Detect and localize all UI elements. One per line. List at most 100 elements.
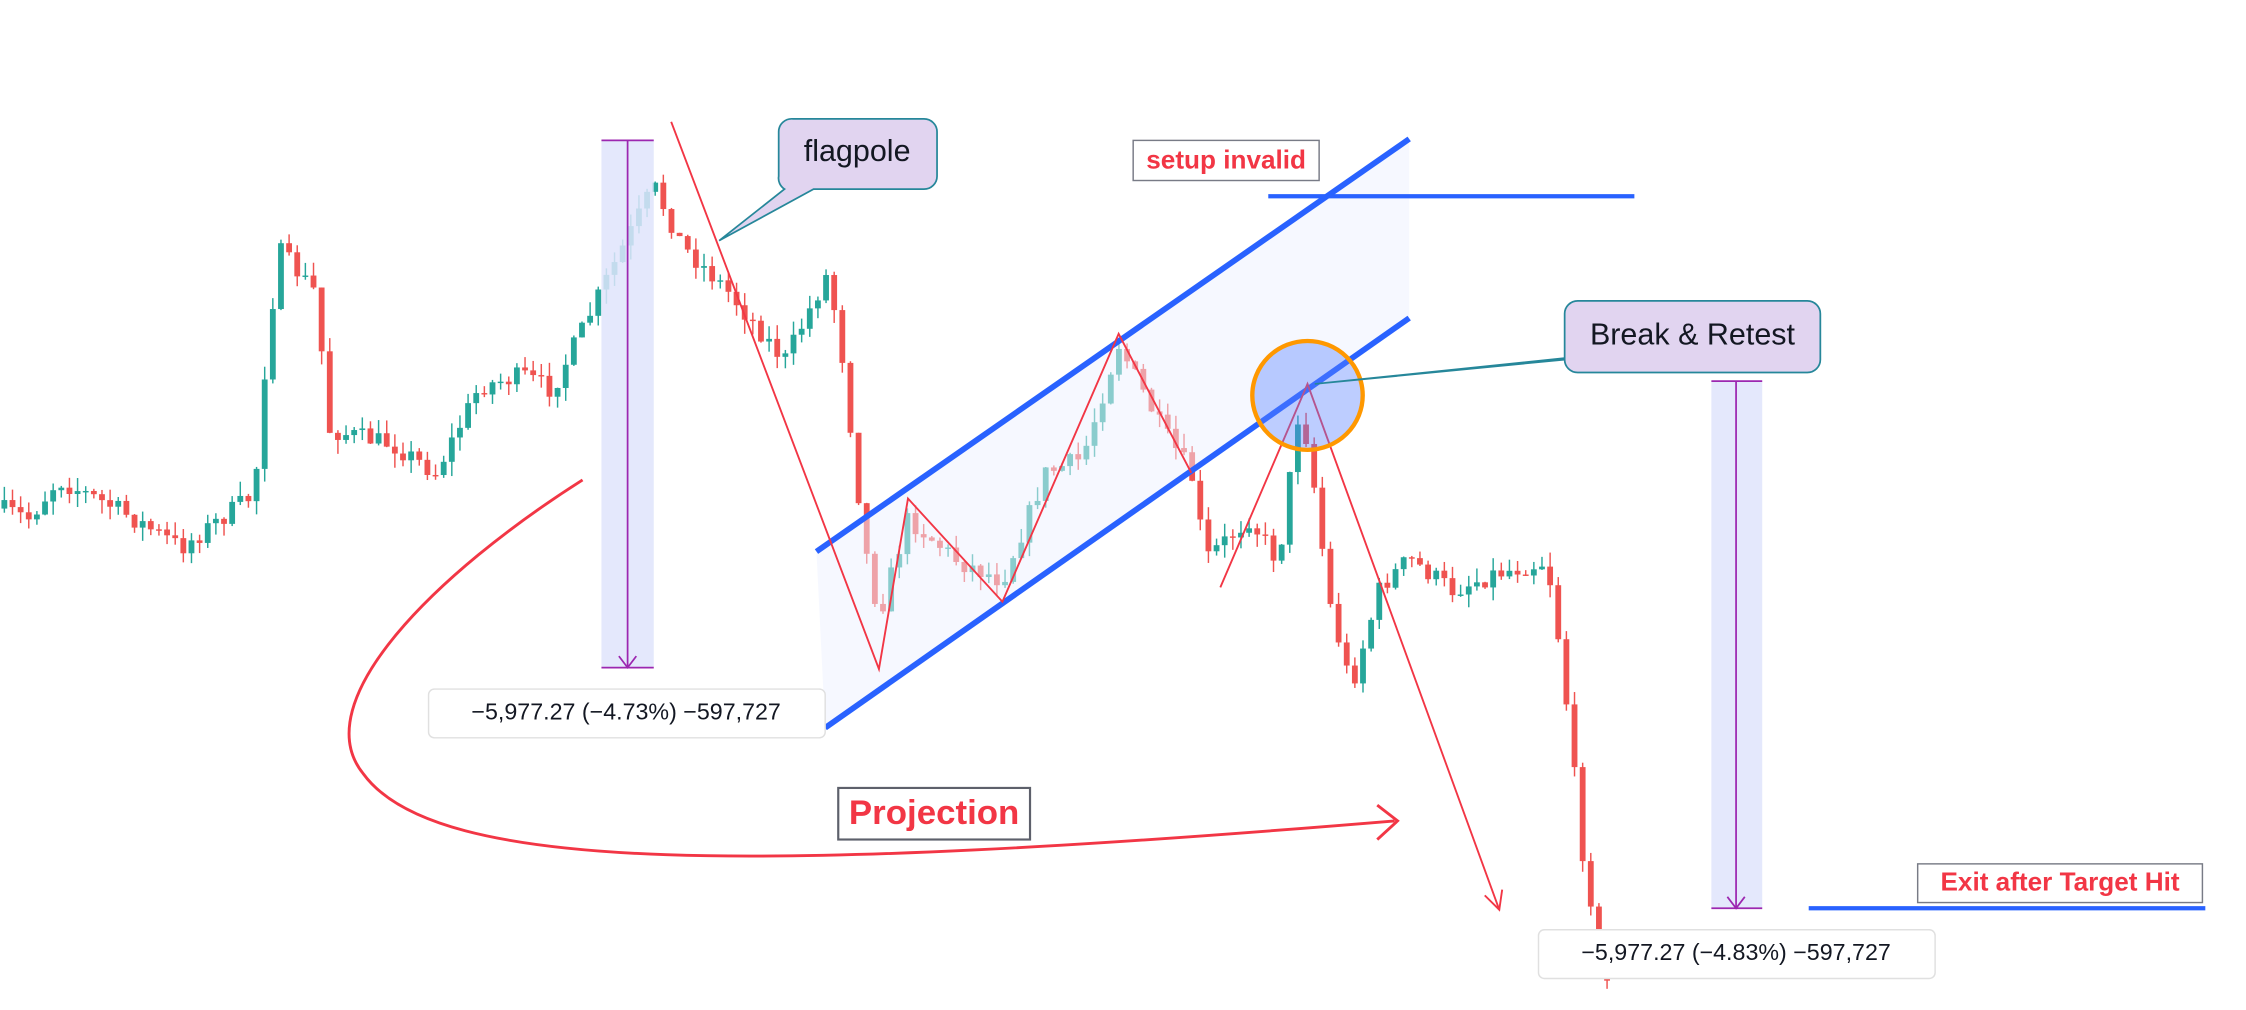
candle-body (782, 353, 789, 357)
candle-body (1555, 585, 1562, 640)
candle-body (1392, 569, 1399, 588)
channel-lower (823, 315, 1411, 731)
measure-label: −5,977.27 (−4.83%) −597,727 (1581, 939, 1890, 965)
candle-body (1514, 570, 1521, 575)
candle-body (1319, 487, 1326, 549)
candle-body (269, 309, 276, 380)
candle-body (595, 289, 602, 316)
retest-circle (1250, 338, 1365, 452)
candle-body (1197, 480, 1204, 520)
candle-body (725, 280, 732, 292)
candle-body (465, 403, 471, 428)
candle-body (1425, 564, 1431, 580)
candle-body (1449, 578, 1456, 596)
candle-body (131, 514, 138, 528)
candle-body (147, 521, 154, 530)
candle-body (1530, 569, 1537, 576)
candle-body (1384, 582, 1391, 588)
candle-body (139, 521, 146, 528)
candle-body (278, 243, 284, 310)
breakout-line (1219, 381, 1501, 911)
candle-body (1547, 566, 1554, 586)
candle-body (1343, 642, 1350, 666)
label: Projection (849, 794, 1019, 832)
candle-body (1327, 548, 1334, 604)
candle-body (9, 500, 16, 508)
candle-body (440, 461, 447, 476)
candle-body (237, 495, 244, 502)
candle-body (391, 446, 398, 454)
candle-body (1335, 603, 1342, 643)
candle-body (684, 236, 691, 250)
candle-body (294, 252, 301, 277)
callout-text: Break & Retest (1590, 319, 1796, 352)
candle-body (180, 538, 187, 554)
callout (1314, 299, 1822, 385)
candle-body (1563, 639, 1570, 705)
candle-body (1254, 528, 1261, 535)
candle-body (733, 291, 740, 306)
candle-body (188, 540, 195, 554)
candle-body (676, 232, 683, 237)
candle-body (798, 328, 805, 335)
callout (718, 118, 938, 242)
candle-body (1408, 557, 1415, 559)
candle-body (1506, 570, 1513, 577)
candle-body (1303, 424, 1309, 444)
candle-body (318, 287, 325, 352)
candle-body (50, 490, 57, 502)
candle-body (107, 500, 114, 507)
candle-body (1238, 532, 1244, 538)
candle-body (1262, 534, 1269, 536)
candle-body (164, 529, 170, 536)
candle-body (473, 393, 480, 404)
candle-body (204, 523, 211, 543)
candle-body (1246, 528, 1253, 533)
candle-body (522, 367, 528, 371)
candle-body (758, 320, 764, 342)
candle-body (457, 427, 463, 438)
candle-body (1368, 619, 1375, 649)
channel-fill (816, 138, 1410, 728)
candle-body (432, 474, 439, 477)
candle-body (554, 387, 561, 397)
candle-body (546, 375, 553, 397)
candle-body (855, 432, 862, 504)
measure-label-box (1537, 929, 1936, 980)
candle-body (570, 337, 577, 365)
candle-body (359, 428, 366, 431)
candle-body (538, 375, 545, 377)
candle-body (1286, 472, 1293, 545)
candle-body (1221, 536, 1228, 546)
candle-body (1473, 582, 1480, 587)
candle-body (400, 453, 406, 461)
candle-body (652, 182, 659, 192)
candle-body (424, 459, 431, 475)
candle-body (766, 338, 773, 342)
candle-body (58, 487, 65, 491)
candle-body (383, 433, 390, 447)
candle-body (42, 501, 48, 515)
candle-body (1417, 558, 1423, 565)
label-box (1916, 863, 2204, 904)
candle-body (497, 381, 504, 384)
candle-body (25, 512, 32, 520)
candle-body (815, 300, 821, 309)
candle-body (74, 491, 81, 495)
candle-body (343, 435, 349, 440)
candle-body (416, 451, 423, 460)
candle-body (1482, 582, 1488, 588)
candle-body (229, 501, 236, 524)
candle-body (1311, 443, 1318, 488)
candle-body (221, 518, 227, 524)
projection-arrow (1376, 804, 1400, 841)
candle-body (481, 393, 488, 395)
candle-body (115, 500, 122, 507)
candle-body (717, 280, 724, 282)
label: Exit after Target Hit (1940, 867, 2179, 897)
candle-body (1441, 570, 1448, 579)
candle-body (212, 518, 219, 524)
candle-body (709, 266, 716, 282)
candle-body (408, 451, 415, 461)
candle-body (367, 428, 374, 444)
